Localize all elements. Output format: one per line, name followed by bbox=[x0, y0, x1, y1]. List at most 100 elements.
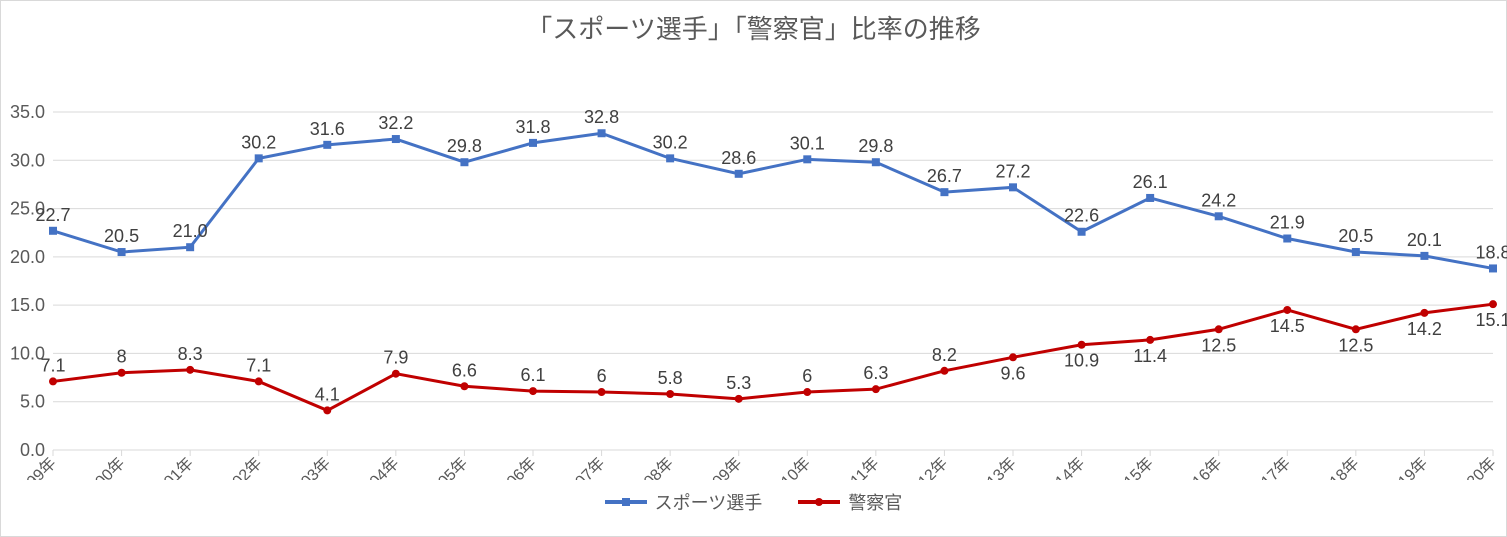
series-marker bbox=[1283, 235, 1291, 243]
series-marker bbox=[1215, 325, 1223, 333]
series-line bbox=[53, 133, 1493, 268]
legend-swatch bbox=[798, 500, 840, 504]
data-label: 32.2 bbox=[378, 113, 413, 133]
data-label: 12.5 bbox=[1201, 335, 1236, 355]
x-tick-label: 2005年 bbox=[422, 454, 471, 480]
series-marker bbox=[666, 390, 674, 398]
series-marker bbox=[803, 388, 811, 396]
series-marker bbox=[666, 154, 674, 162]
chart-legend: スポーツ選手 警察官 bbox=[1, 480, 1506, 525]
series-marker bbox=[49, 227, 57, 235]
series-marker bbox=[735, 170, 743, 178]
y-tick-label: 5.0 bbox=[20, 392, 45, 412]
x-tick-label: 2010年 bbox=[765, 454, 814, 480]
data-label: 26.7 bbox=[927, 166, 962, 186]
data-label: 21.9 bbox=[1270, 213, 1305, 233]
data-label: 5.3 bbox=[726, 373, 751, 393]
data-label: 10.9 bbox=[1064, 351, 1099, 371]
y-tick-label: 20.0 bbox=[10, 247, 45, 267]
series-marker bbox=[1352, 325, 1360, 333]
series-marker bbox=[186, 366, 194, 374]
series-marker bbox=[186, 243, 194, 251]
data-label: 29.8 bbox=[447, 136, 482, 156]
x-tick-label: 2014年 bbox=[1039, 454, 1088, 480]
x-tick-label: 2008年 bbox=[628, 454, 677, 480]
legend-label: スポーツ選手 bbox=[655, 489, 763, 515]
data-label: 14.5 bbox=[1270, 316, 1305, 336]
data-label: 8.3 bbox=[178, 344, 203, 364]
series-marker bbox=[255, 377, 263, 385]
series-marker bbox=[1146, 194, 1154, 202]
square-marker-icon bbox=[622, 498, 630, 506]
series-marker bbox=[1352, 248, 1360, 256]
data-label: 20.5 bbox=[104, 226, 139, 246]
series-marker bbox=[1489, 264, 1497, 272]
series-marker bbox=[118, 248, 126, 256]
data-label: 6 bbox=[802, 366, 812, 386]
x-tick-label: 2009年 bbox=[696, 454, 745, 480]
legend-swatch bbox=[605, 500, 647, 504]
series-marker bbox=[49, 377, 57, 385]
x-tick-label: 2007年 bbox=[559, 454, 608, 480]
data-label: 22.6 bbox=[1064, 206, 1099, 226]
data-label: 7.9 bbox=[383, 348, 408, 368]
data-label: 31.8 bbox=[515, 117, 550, 137]
series-marker bbox=[1215, 212, 1223, 220]
y-tick-label: 35.0 bbox=[10, 102, 45, 122]
series-marker bbox=[323, 141, 331, 149]
data-label: 24.2 bbox=[1201, 190, 1236, 210]
series-marker bbox=[872, 158, 880, 166]
series-marker bbox=[460, 382, 468, 390]
data-label: 7.1 bbox=[40, 355, 65, 375]
series-marker bbox=[529, 387, 537, 395]
series-marker bbox=[1078, 228, 1086, 236]
x-tick-label: 2012年 bbox=[902, 454, 951, 480]
data-label: 4.1 bbox=[315, 384, 340, 404]
x-tick-label: 2017年 bbox=[1245, 454, 1294, 480]
data-label: 9.6 bbox=[1000, 363, 1025, 383]
data-label: 6.3 bbox=[863, 363, 888, 383]
series-marker bbox=[392, 135, 400, 143]
data-label: 15.1 bbox=[1475, 310, 1507, 330]
data-label: 18.8 bbox=[1475, 242, 1507, 262]
legend-label: 警察官 bbox=[848, 489, 902, 515]
chart-title: 「スポーツ選手」「警察官」比率の推移 bbox=[1, 9, 1506, 46]
series-marker bbox=[529, 139, 537, 147]
series-marker bbox=[255, 154, 263, 162]
series-marker bbox=[1420, 252, 1428, 260]
data-label: 27.2 bbox=[995, 161, 1030, 181]
line-chart-container: 「スポーツ選手」「警察官」比率の推移 0.05.010.015.020.025.… bbox=[0, 0, 1507, 537]
chart-plot-area: 0.05.010.015.020.025.030.035.01999年2000年… bbox=[1, 50, 1507, 480]
data-label: 31.6 bbox=[310, 119, 345, 139]
series-marker bbox=[803, 155, 811, 163]
data-label: 21.0 bbox=[173, 221, 208, 241]
x-tick-label: 2019年 bbox=[1382, 454, 1431, 480]
x-tick-label: 2016年 bbox=[1176, 454, 1225, 480]
x-tick-label: 2004年 bbox=[353, 454, 402, 480]
series-marker bbox=[1420, 309, 1428, 317]
data-label: 29.8 bbox=[858, 136, 893, 156]
x-tick-label: 2002年 bbox=[216, 454, 265, 480]
circle-marker-icon bbox=[815, 498, 823, 506]
data-label: 6.1 bbox=[520, 365, 545, 385]
series-marker bbox=[323, 406, 331, 414]
series-marker bbox=[1489, 300, 1497, 308]
data-label: 11.4 bbox=[1133, 346, 1167, 366]
x-tick-label: 2020年 bbox=[1451, 454, 1500, 480]
series-marker bbox=[1283, 306, 1291, 314]
data-label: 30.2 bbox=[241, 132, 276, 152]
x-tick-label: 2003年 bbox=[285, 454, 334, 480]
x-tick-label: 2000年 bbox=[79, 454, 128, 480]
data-label: 20.1 bbox=[1407, 230, 1442, 250]
x-tick-label: 2011年 bbox=[834, 454, 882, 480]
data-label: 8 bbox=[117, 347, 127, 367]
data-label: 30.1 bbox=[790, 133, 825, 153]
series-marker bbox=[598, 388, 606, 396]
y-tick-label: 0.0 bbox=[20, 440, 45, 460]
series-marker bbox=[460, 158, 468, 166]
x-tick-label: 2013年 bbox=[971, 454, 1020, 480]
x-tick-label: 2006年 bbox=[491, 454, 540, 480]
data-label: 22.7 bbox=[35, 205, 70, 225]
data-label: 8.2 bbox=[932, 345, 957, 365]
data-label: 6 bbox=[597, 366, 607, 386]
